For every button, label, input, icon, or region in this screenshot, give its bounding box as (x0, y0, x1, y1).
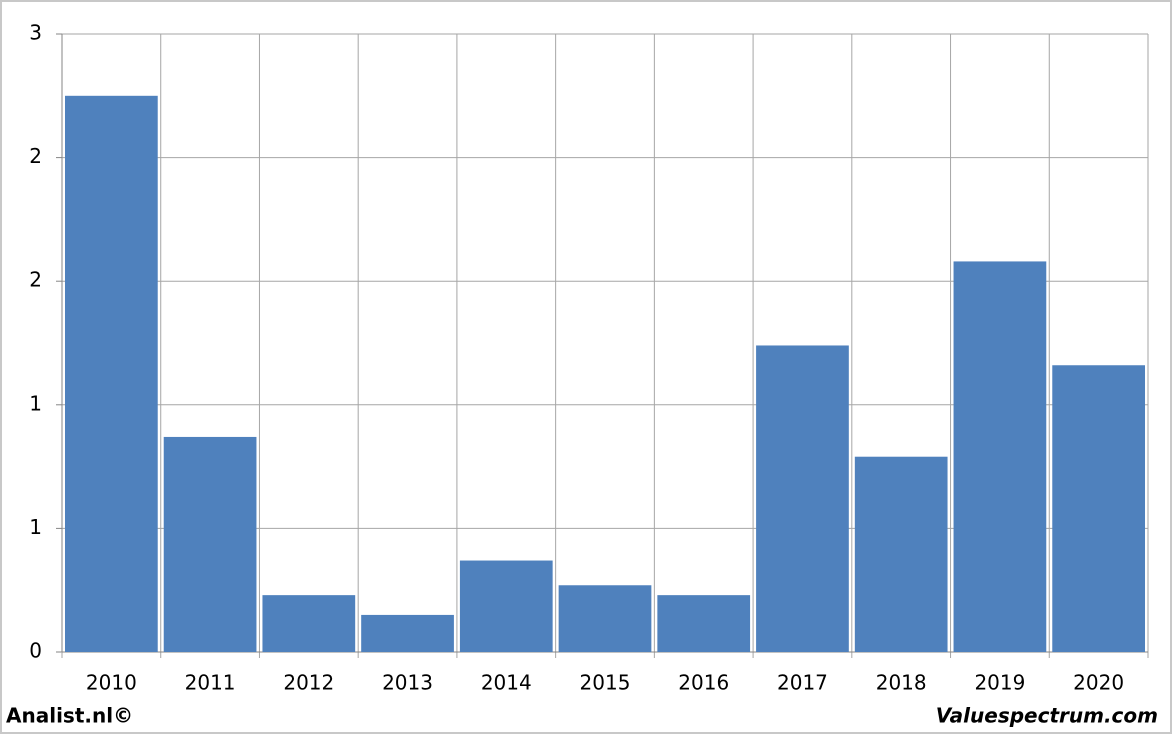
bar (953, 261, 1047, 652)
y-tick-label: 2 (29, 144, 42, 168)
bar (657, 595, 751, 652)
bar (361, 614, 454, 652)
y-tick-label: 1 (29, 391, 42, 415)
x-tick-label: 2018 (876, 671, 927, 695)
bar (459, 560, 553, 652)
x-tick-label: 2020 (1073, 671, 1124, 695)
bar (262, 595, 356, 652)
footer-right: Valuespectrum.com (936, 704, 1158, 728)
footer-bar (2, 704, 1170, 732)
y-tick-label: 2 (29, 268, 42, 292)
x-tick-label: 2012 (283, 671, 334, 695)
bar (558, 585, 652, 652)
x-tick-label: 2015 (580, 671, 631, 695)
footer-left: Analist.nl© (6, 704, 133, 728)
bar (1052, 365, 1145, 652)
x-tick-label: 2010 (86, 671, 137, 695)
bar (163, 436, 257, 652)
y-tick-label: 1 (29, 515, 42, 539)
y-tick-label: 0 (29, 639, 42, 663)
x-tick-label: 2011 (185, 671, 236, 695)
x-tick-label: 2014 (481, 671, 532, 695)
x-tick-label: 2019 (974, 671, 1025, 695)
bar (854, 456, 948, 652)
bar (756, 345, 849, 652)
x-tick-label: 2016 (678, 671, 729, 695)
x-tick-label: 2017 (777, 671, 828, 695)
y-tick-label: 3 (29, 21, 42, 45)
bar (65, 95, 158, 653)
x-tick-label: 2013 (382, 671, 433, 695)
